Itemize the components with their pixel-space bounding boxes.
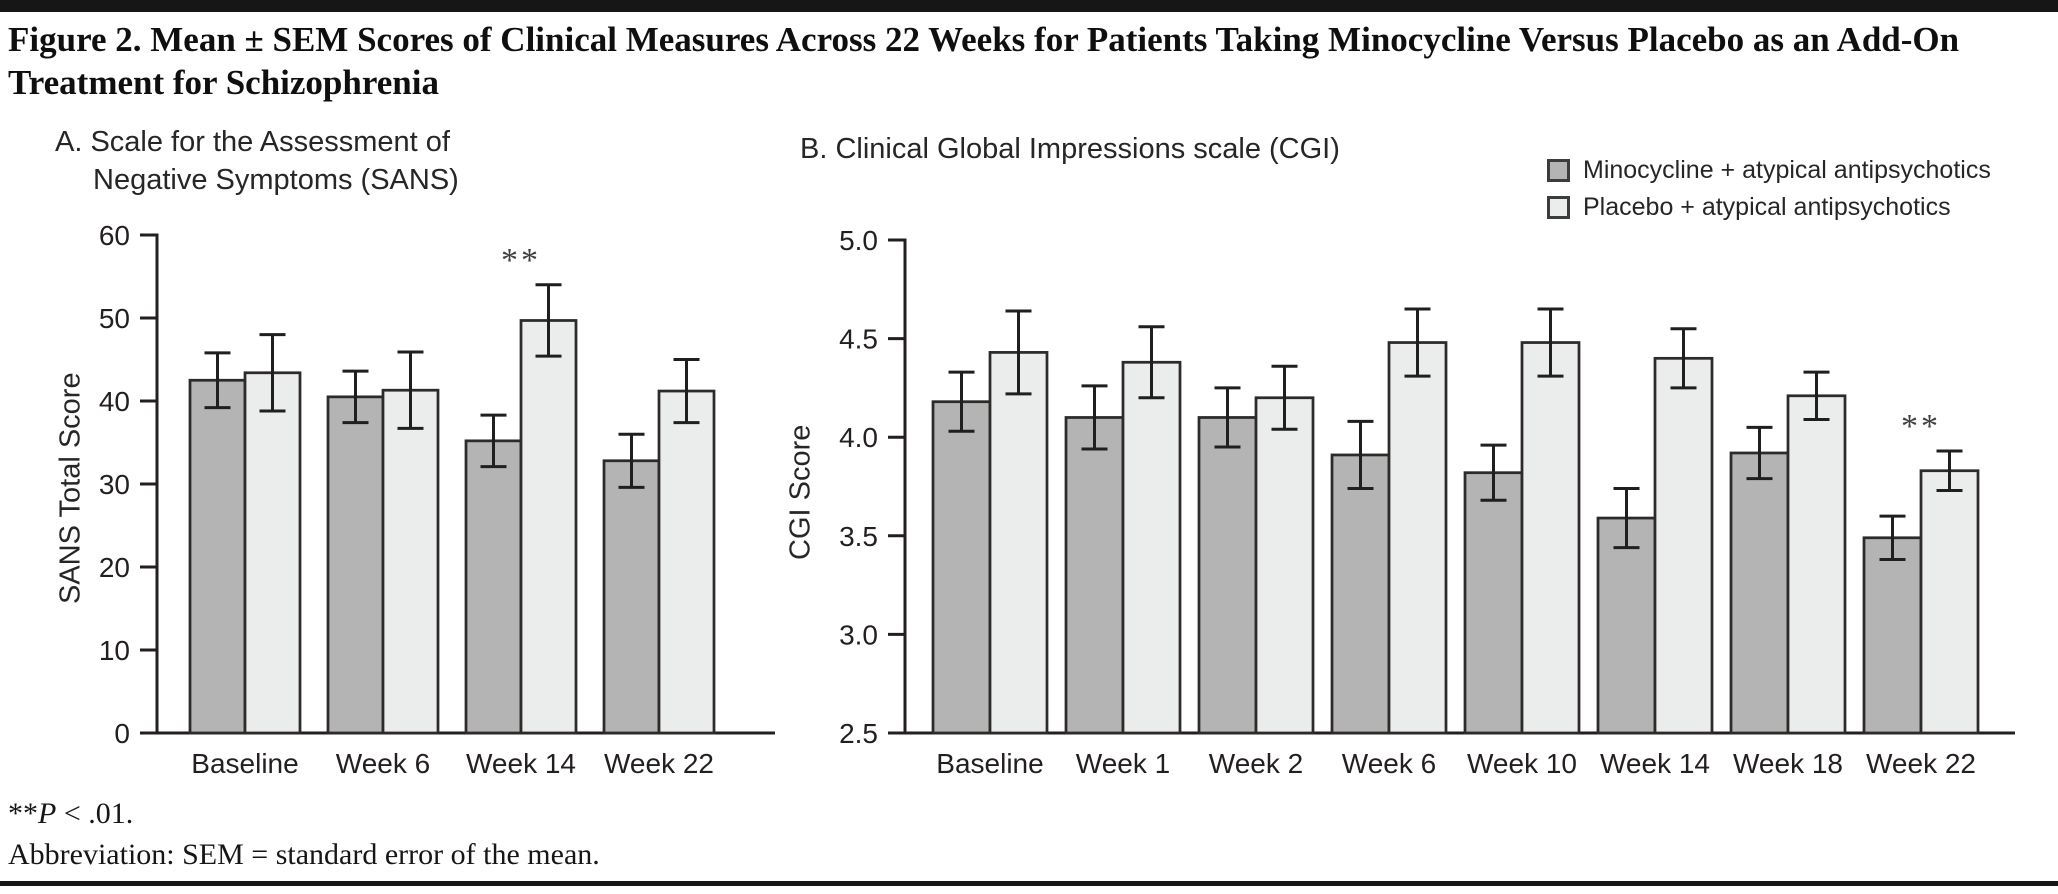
y-tick-label: 4.5 <box>839 324 878 355</box>
footnote-p-symbol: P <box>38 797 57 830</box>
figure-title-line1: Figure 2. Mean ± SEM Scores of Clinical … <box>8 20 1960 59</box>
bar <box>1596 516 1657 735</box>
panel-a-title-line1: A. Scale for the Assessment of <box>55 126 450 158</box>
bar <box>1786 394 1847 735</box>
placebo-swatch-icon <box>1547 196 1570 219</box>
bar <box>1463 471 1524 735</box>
bar <box>988 351 1049 735</box>
figure-title: Figure 2. Mean ± SEM Scores of Clinical … <box>8 18 2048 105</box>
y-tick-label: 5.0 <box>839 225 878 256</box>
bar <box>1919 469 1980 735</box>
bar <box>326 395 385 735</box>
y-tick-label: 20 <box>99 552 130 583</box>
bar <box>1064 416 1125 735</box>
panel-a-title-line2: Negative Symptoms (SANS) <box>93 163 459 196</box>
x-category-label: Week 22 <box>1866 748 1976 779</box>
x-category-label: Week 14 <box>1600 748 1710 779</box>
panel-b-title: B. Clinical Global Impressions scale (CG… <box>800 131 1340 169</box>
footnote-p-value: < .01. <box>56 797 134 830</box>
y-tick-label: 40 <box>99 386 130 417</box>
footnote-significance: **P < .01. <box>8 797 133 831</box>
chart-cgi: 2.5 3.0 3.5 4.0 4.5 5.0 Baseline Week 1 Week 2 We… <box>839 225 2015 779</box>
legend-item-minocycline: Minocycline + atypical antipsychotics <box>1547 152 1991 189</box>
bar <box>1254 396 1315 735</box>
bar <box>188 378 247 735</box>
y-tick-label: 2.5 <box>839 718 878 749</box>
bar <box>1197 416 1258 735</box>
y-tick-label: 50 <box>99 303 130 334</box>
bar <box>1729 451 1790 735</box>
bar <box>1387 341 1448 735</box>
bar <box>602 459 661 735</box>
y-tick-label: 0 <box>114 718 130 749</box>
minocycline-swatch-icon <box>1547 159 1570 182</box>
significance-marker: ** <box>1901 408 1941 445</box>
footnote-stars: ** <box>8 797 38 830</box>
bar <box>1653 356 1714 735</box>
bar <box>1330 453 1391 735</box>
x-category-label: Week 14 <box>466 748 576 779</box>
y-tick-label: 4.0 <box>839 422 878 453</box>
y-tick-label: 3.5 <box>839 521 878 552</box>
footnote-abbreviation: Abbreviation: SEM = standard error of th… <box>8 838 600 871</box>
x-category-label: Week 2 <box>1209 748 1303 779</box>
y-tick-label: 30 <box>99 469 130 500</box>
x-category-label: Baseline <box>191 748 298 779</box>
top-rule <box>0 0 2058 12</box>
bar <box>1121 360 1182 735</box>
legend-label-minocycline: Minocycline + atypical antipsychotics <box>1583 156 1991 184</box>
bar <box>243 371 302 735</box>
legend: Minocycline + atypical antipsychotics Pl… <box>1547 152 1991 226</box>
x-category-label: Week 6 <box>336 748 430 779</box>
bar <box>464 439 523 735</box>
panel-a-title: A. Scale for the Assessment of Negative … <box>55 124 459 199</box>
bar <box>381 388 440 735</box>
bar <box>1520 341 1581 735</box>
legend-item-placebo: Placebo + atypical antipsychotics <box>1547 189 1991 226</box>
x-category-label: Week 22 <box>604 748 714 779</box>
bottom-rule <box>0 881 2058 886</box>
x-category-label: Week 18 <box>1733 748 1843 779</box>
x-category-label: Week 10 <box>1467 748 1577 779</box>
figure-title-line2: Treatment for Schizophrenia <box>8 63 439 103</box>
x-category-label: Baseline <box>936 748 1043 779</box>
panel-b-title-line1: B. Clinical Global Impressions scale (CG… <box>800 133 1340 165</box>
bar <box>519 319 578 735</box>
y-tick-label: 60 <box>99 220 130 251</box>
bar <box>1862 536 1923 735</box>
significance-marker: ** <box>501 242 541 279</box>
y-tick-label: 10 <box>99 635 130 666</box>
bar <box>931 400 992 735</box>
y-tick-label: 3.0 <box>839 619 878 650</box>
x-category-label: Week 1 <box>1076 748 1170 779</box>
x-category-label: Week 6 <box>1342 748 1436 779</box>
legend-label-placebo: Placebo + atypical antipsychotics <box>1583 193 1951 221</box>
bar <box>657 389 716 735</box>
chart-sans: 0 10 20 30 40 50 60 Baseline Week 6 Week 14 Week 2… <box>99 220 775 779</box>
